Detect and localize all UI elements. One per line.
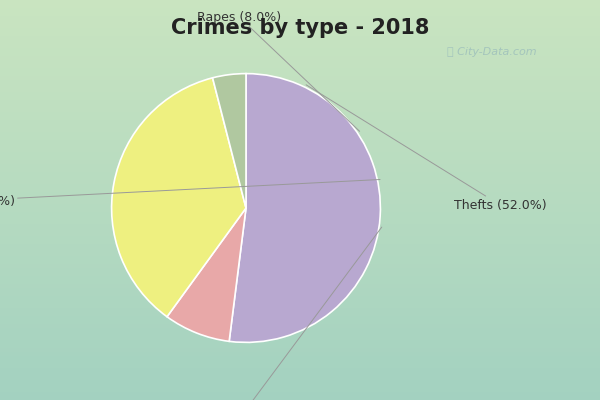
Text: Thefts (52.0%): Thefts (52.0%) (306, 85, 547, 212)
Text: Rapes (8.0%): Rapes (8.0%) (197, 11, 359, 131)
Text: Burglaries (36.0%): Burglaries (36.0%) (0, 180, 380, 208)
Wedge shape (229, 74, 380, 342)
Wedge shape (212, 74, 246, 208)
Text: ⓘ City-Data.com: ⓘ City-Data.com (447, 47, 537, 57)
Text: Assaults (4.0%): Assaults (4.0%) (197, 227, 382, 400)
Wedge shape (167, 208, 246, 341)
Wedge shape (112, 78, 246, 317)
Text: Crimes by type - 2018: Crimes by type - 2018 (171, 18, 429, 38)
